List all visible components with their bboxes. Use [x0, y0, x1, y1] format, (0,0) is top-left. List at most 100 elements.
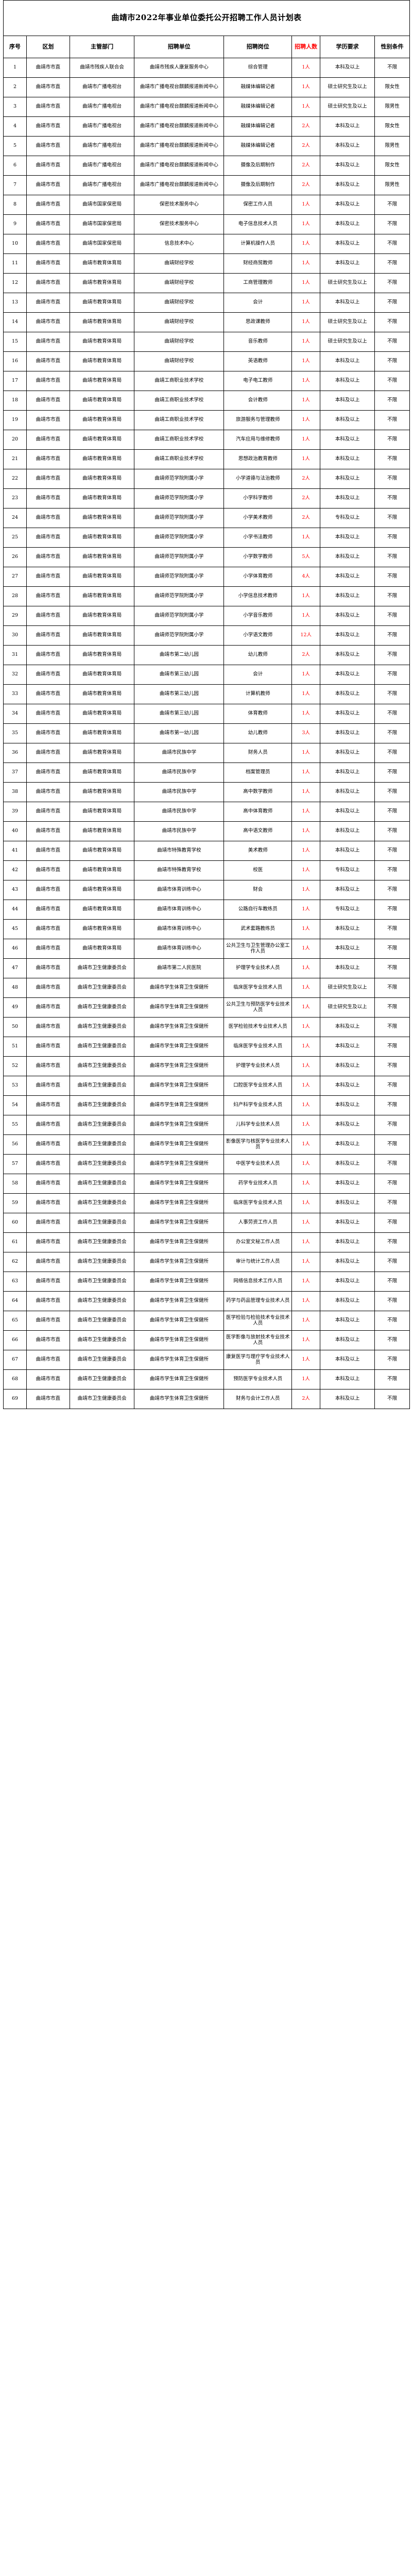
cell-col-post: 审计与统计工作人员 — [223, 1252, 292, 1272]
cell-col-area: 曲靖市市直 — [26, 1272, 70, 1292]
cell-col-post: 汽车应用与维修教师 — [223, 430, 292, 450]
table-row: 3 曲靖市市直 曲靖市广播电视台 曲靖市广播电视台麒麟报道新闻中心 融媒体编辑记者 1人硕… — [3, 97, 410, 117]
cell-col-headcount: 1人 — [291, 1272, 321, 1292]
cell-col-gender: 不限 — [374, 782, 410, 802]
cell-col-dept: 曲靖市教育体育局 — [69, 821, 135, 841]
cell-col-dept: 曲靖市教育体育局 — [69, 430, 135, 450]
cell-col-unit: 曲靖市第三幼儿园 — [134, 665, 225, 685]
cell-col-post: 妇产科学专业技术人员 — [223, 1095, 292, 1115]
cell-col-unit: 曲靖市学生体育卫生保健所 — [134, 1369, 225, 1389]
table-row: 16 曲靖市市直 曲靖市教育体育局 曲靖财经学校 英语教师 1人 本科及以上 不限 — [3, 351, 410, 371]
cell-col-index: 26 — [3, 547, 27, 567]
cell-col-dept: 曲靖市教育体育局 — [69, 723, 135, 743]
cell-col-area: 曲靖市市直 — [26, 606, 70, 626]
cell-col-education: 本科及以上 — [320, 1115, 375, 1135]
cell-col-education: 本科及以上 — [320, 1095, 375, 1115]
cell-col-post: 小学书法教师 — [223, 528, 292, 548]
cell-col-index: 61 — [3, 1232, 27, 1252]
cell-col-gender: 不限 — [374, 371, 410, 391]
cell-col-gender: 不限 — [374, 723, 410, 743]
cell-col-unit: 曲靖工商职业技术学校 — [134, 449, 225, 469]
table-row: 29 曲靖市市直 曲靖市教育体育局 曲靖师范学院附属小学 小学音乐教师 1人 本科及以上 不限 — [3, 606, 410, 626]
cell-col-post: 护理学专业技术人员 — [223, 958, 292, 978]
cell-col-unit: 曲靖市学生体育卫生保健所 — [134, 1330, 225, 1350]
cell-col-post: 英语教师 — [223, 351, 292, 371]
cell-col-headcount: 1人 — [291, 273, 321, 293]
cell-col-index: 31 — [3, 645, 27, 665]
cell-col-area: 曲靖市市直 — [26, 1232, 70, 1252]
cell-col-area: 曲靖市市直 — [26, 234, 70, 254]
table-title-row: 曲靖市2022年事业单位委托公开招聘工作人员计划表 — [3, 0, 410, 36]
cell-col-unit: 曲靖财经学校 — [134, 332, 225, 352]
table-row: 10 曲靖市市直 曲靖市国家保密局 信息技术中心 计算机操作人员 1人 本科及以上 不限 — [3, 234, 410, 254]
cell-col-unit: 曲靖市学生体育卫生保健所 — [134, 978, 225, 998]
cell-col-headcount: 1人 — [291, 978, 321, 998]
cell-col-area: 曲靖市市直 — [26, 253, 70, 274]
cell-col-headcount: 2人 — [291, 116, 321, 137]
cell-col-gender: 限男性 — [374, 97, 410, 117]
cell-col-unit: 曲靖工商职业技术学校 — [134, 391, 225, 411]
cell-col-post: 会计教师 — [223, 391, 292, 411]
cell-col-unit: 曲靖市学生体育卫生保健所 — [134, 1134, 225, 1155]
recruitment-plan-table: 曲靖市2022年事业单位委托公开招聘工作人员计划表 序号 区划 主管部门 招聘单位 招聘… — [3, 0, 410, 1409]
table-row: 62 曲靖市市直 曲靖市卫生健康委员会 曲靖市学生体育卫生保健所 审计与统计工作人员 1人… — [3, 1252, 410, 1272]
table-row: 68 曲靖市市直 曲靖市卫生健康委员会 曲靖市学生体育卫生保健所 预防医学专业技术人员 1… — [3, 1369, 410, 1389]
table-row: 59 曲靖市市直 曲靖市卫生健康委员会 曲靖市学生体育卫生保健所 临床医学专业技术人员 1… — [3, 1193, 410, 1213]
cell-col-area: 曲靖市市直 — [26, 919, 70, 939]
cell-col-area: 曲靖市市直 — [26, 528, 70, 548]
cell-col-headcount: 1人 — [291, 762, 321, 783]
cell-col-dept: 曲靖市卫生健康委员会 — [69, 1311, 135, 1331]
cell-col-area: 曲靖市市直 — [26, 645, 70, 665]
table-row: 5 曲靖市市直 曲靖市广播电视台 曲靖市广播电视台麒麟报道新闻中心 融媒体编辑记者 2人本… — [3, 136, 410, 156]
cell-col-unit: 曲靖市学生体育卫生保健所 — [134, 1017, 225, 1037]
cell-col-headcount: 1人 — [291, 195, 321, 215]
cell-col-education: 本科及以上 — [320, 1232, 375, 1252]
cell-col-unit: 曲靖市残疾人康复服务中心 — [134, 58, 225, 78]
cell-col-education: 硕士研究生及以上 — [320, 273, 375, 293]
cell-col-education: 本科及以上 — [320, 528, 375, 548]
cell-col-education: 本科及以上 — [320, 234, 375, 254]
cell-col-area: 曲靖市市直 — [26, 312, 70, 332]
cell-col-post: 康复医学与理疗学专业技术人员 — [223, 1350, 292, 1370]
cell-col-dept: 曲靖市卫生健康委员会 — [69, 1193, 135, 1213]
cell-col-headcount: 1人 — [291, 1311, 321, 1331]
cell-col-education: 本科及以上 — [320, 214, 375, 234]
table-row: 6 曲靖市市直 曲靖市广播电视台 曲靖市广播电视台麒麟报道新闻中心 摄像及后期制作 2人本… — [3, 156, 410, 176]
table-row: 54 曲靖市市直 曲靖市卫生健康委员会 曲靖市学生体育卫生保健所 妇产科学专业技术人员 1… — [3, 1095, 410, 1115]
cell-col-unit: 曲靖市特殊教育学校 — [134, 860, 225, 880]
cell-col-index: 4 — [3, 116, 27, 137]
table-row: 41 曲靖市市直 曲靖市教育体育局 曲靖市特殊教育学校 美术教师 1人 本科及以上 不限 — [3, 841, 410, 861]
cell-col-post: 小学数学教师 — [223, 547, 292, 567]
cell-col-dept: 曲靖市教育体育局 — [69, 567, 135, 587]
cell-col-dept: 曲靖市卫生健康委员会 — [69, 1252, 135, 1272]
cell-col-post: 融媒体编辑记者 — [223, 136, 292, 156]
cell-col-gender: 不限 — [374, 214, 410, 234]
cell-col-dept: 曲靖市卫生健康委员会 — [69, 1056, 135, 1076]
cell-col-dept: 曲靖市卫生健康委员会 — [69, 1037, 135, 1057]
cell-col-education: 本科及以上 — [320, 821, 375, 841]
cell-col-headcount: 1人 — [291, 371, 321, 391]
cell-col-education: 本科及以上 — [320, 410, 375, 430]
cell-col-index: 19 — [3, 410, 27, 430]
cell-col-unit: 曲靖市第一幼儿园 — [134, 723, 225, 743]
cell-col-headcount: 2人 — [291, 645, 321, 665]
cell-col-headcount: 1人 — [291, 704, 321, 724]
table-row: 13 曲靖市市直 曲靖市教育体育局 曲靖财经学校 会计 1人 本科及以上 不限 — [3, 293, 410, 313]
cell-col-gender: 不限 — [374, 567, 410, 587]
cell-col-area: 曲靖市市直 — [26, 997, 70, 1018]
table-row: 35 曲靖市市直 曲靖市教育体育局 曲靖市第一幼儿园 幼儿教师 3人 本科及以上 不限 — [3, 723, 410, 743]
cell-col-dept: 曲靖市教育体育局 — [69, 253, 135, 274]
cell-col-area: 曲靖市市直 — [26, 547, 70, 567]
cell-col-unit: 曲靖财经学校 — [134, 253, 225, 274]
table-row: 43 曲靖市市直 曲靖市教育体育局 曲靖市体育训练中心 财会 1人 本科及以上 不限 — [3, 880, 410, 900]
cell-col-dept: 曲靖市卫生健康委员会 — [69, 1134, 135, 1155]
table-row: 45 曲靖市市直 曲靖市教育体育局 曲靖市体育训练中心 武术套路教练员 1人 本科及以上 不限 — [3, 919, 410, 939]
cell-col-headcount: 2人 — [291, 508, 321, 528]
table-row: 12 曲靖市市直 曲靖市教育体育局 曲靖财经学校 工商管理教师 1人 硕士研究生及以上 不限 — [3, 273, 410, 293]
cell-col-headcount: 1人 — [291, 958, 321, 978]
cell-col-education: 本科及以上 — [320, 625, 375, 646]
cell-col-area: 曲靖市市直 — [26, 410, 70, 430]
cell-col-headcount: 1人 — [291, 606, 321, 626]
cell-col-post: 融媒体编辑记者 — [223, 77, 292, 97]
cell-col-area: 曲靖市市直 — [26, 1174, 70, 1194]
